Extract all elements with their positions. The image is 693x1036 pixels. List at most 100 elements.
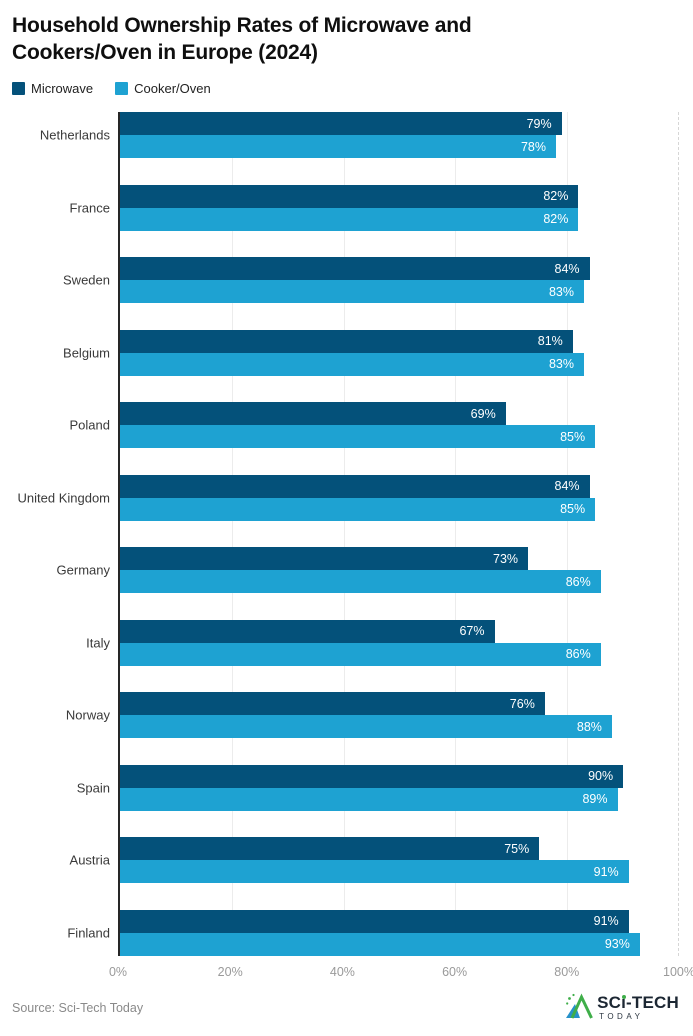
category-label: Germany [56,562,110,578]
logo-i-green-dot: ı [621,993,627,1012]
bar-group-netherlands: Netherlands 79% 78% [40,112,679,158]
category-label: Poland [69,417,110,433]
legend-swatch [115,82,129,95]
bar-microwave: 76% [120,692,545,715]
bar-group-sweden: Sweden 84% 83% [63,257,679,303]
bar-cooker-oven: 88% [120,715,612,738]
bar-cooker-oven: 85% [120,497,596,521]
bar-value-label: 90% [588,769,614,783]
brand-logo: SC ı -TECH TODAY [565,992,679,1024]
x-tick-label: 40% [329,964,355,979]
x-tick-label: 0% [108,964,128,979]
legend-item-cooker-oven: Cooker/Oven [115,81,211,96]
bar-microwave: 91% [120,909,629,933]
bar-cooker-oven: 86% [120,642,601,666]
sci-tech-triangle-icon [565,992,593,1024]
bar-microwave: 81% [120,329,573,353]
bar-group-italy: Italy 67% 86% [86,619,679,666]
plot: Netherlands 79% 78% France 82% 82% Sweden 84% 83… [18,112,679,956]
bar-value-label: 67% [459,624,485,638]
bar-microwave: 79% [120,112,562,135]
category-label: United Kingdom [17,490,111,505]
legend-item-microwave: Microwave [12,81,93,96]
bar-value-label: 91% [593,914,619,928]
legend: Microwave Cooker/Oven [12,81,693,96]
category-label: Norway [65,707,110,723]
bar-value-label: 84% [554,261,580,276]
bar-group-austria: Austria 75% 91% [70,837,679,883]
bar-group-germany: Germany 73% 86% [57,547,679,593]
x-tick-label: 80% [554,964,580,979]
category-label: Austria [69,852,110,868]
category-label: Netherlands [39,127,110,143]
x-tick-label: 60% [442,964,468,979]
legend-swatch [12,82,25,95]
bar-value-label: 82% [543,189,569,203]
bar-value-label: 69% [470,406,496,421]
source-text: Source: Sci-Tech Today [12,1000,144,1015]
bar-value-label: 81% [537,334,563,348]
legend-label: Cooker/Oven [134,81,211,96]
bar-value-label: 93% [604,937,630,951]
bar-cooker-oven: 78% [120,135,557,158]
category-label: France [69,200,110,215]
category-label: Finland [67,925,110,940]
bar-cooker-oven: 82% [120,207,579,231]
bar-value-label: 83% [548,284,574,299]
bar-cooker-oven: 91% [120,860,629,883]
x-tick-label: 20% [217,964,243,979]
x-tick-label: 100% [663,964,693,979]
footer: Source: Sci-Tech Today SC ı -TECH TODAY [12,992,679,1024]
bar-value-label: 83% [548,357,574,371]
bar-group-poland: Poland 69% 85% [70,402,679,448]
bar-value-label: 86% [565,647,591,661]
bar-value-label: 85% [560,429,586,444]
gridline-100 [678,112,679,956]
bar-value-label: 89% [582,792,608,806]
chart-title: Household Ownership Rates of Microwave a… [12,14,472,64]
bar-microwave: 84% [120,257,590,280]
bar-value-label: 76% [509,696,535,711]
category-label: Spain [76,780,110,795]
bar-cooker-oven: 83% [120,280,584,303]
legend-label: Microwave [31,81,94,96]
bar-value-label: 86% [565,574,591,589]
logo-text: SC ı -TECH TODAY [597,994,679,1021]
bar-value-label: 73% [493,551,519,566]
bar-value-label: 85% [560,502,586,516]
bar-microwave: 82% [120,184,579,208]
bar-microwave: 75% [120,837,540,860]
bar-group-belgium: Belgium 81% 83% [63,329,679,376]
bar-value-label: 79% [526,116,552,131]
bar-value-label: 88% [576,719,602,734]
bar-cooker-oven: 93% [120,932,640,956]
bar-group-france: France 82% 82% [70,184,679,231]
bar-cooker-oven: 85% [120,425,596,448]
bar-value-label: 82% [543,212,569,226]
bar-microwave: 73% [120,547,529,570]
bar-value-label: 91% [593,864,619,879]
bar-group-norway: Norway 76% 88% [66,692,679,738]
bar-group-spain: Spain 90% 89% [77,764,679,811]
bar-microwave: 69% [120,402,506,425]
category-label: Sweden [63,272,110,288]
logo-sub-text: TODAY [599,1012,644,1021]
bar-microwave: 84% [120,474,590,498]
category-label: Belgium [63,345,110,360]
page-root: Household Ownership Rates of Microwave a… [0,12,693,1036]
gridline-60 [455,112,457,956]
logo-main-text: SC ı -TECH [597,993,679,1012]
x-axis: 0% 20% 40% 60% 80% 100% [109,960,693,982]
bar-microwave: 67% [120,619,495,643]
bar-value-label: 84% [554,479,580,493]
gridline-80 [567,112,569,956]
bar-cooker-oven: 83% [120,352,584,376]
gridline-40 [343,112,345,956]
bar-group-finland: Finland 91% 93% [67,909,679,956]
bar-cooker-oven: 89% [120,787,618,811]
bar-value-label: 75% [504,841,530,856]
bar-value-label: 78% [520,139,547,154]
gridline-20 [231,112,233,956]
bar-microwave: 90% [120,764,624,788]
bar-cooker-oven: 86% [120,570,601,593]
